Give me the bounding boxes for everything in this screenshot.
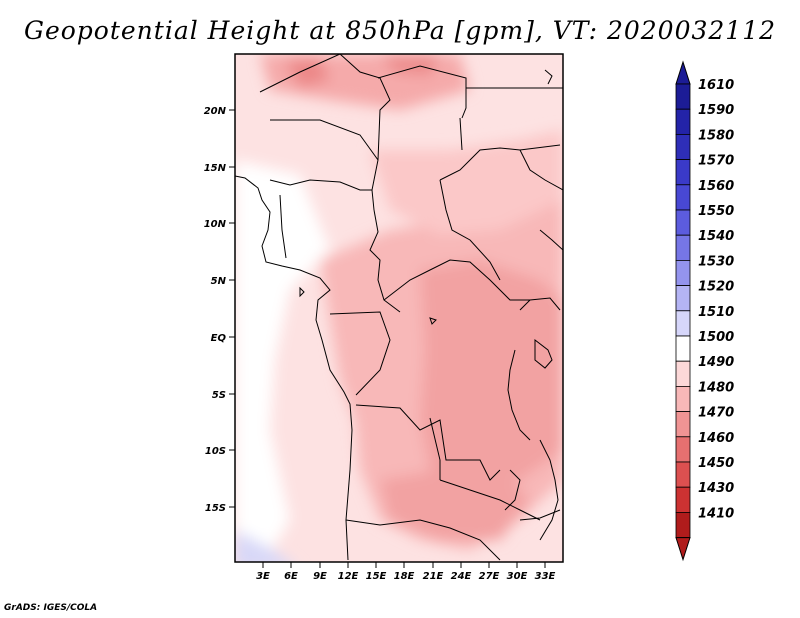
colorbar-swatch (675, 486, 691, 513)
colorbar-label: 1430 (698, 481, 734, 496)
latitude-labels: 20N 15N 10N 5N EQ 5S 10S 15S (204, 106, 227, 514)
colorbar-label: 1410 (698, 506, 734, 521)
lon-label: 21E (423, 571, 444, 582)
colorbar-swatch (675, 108, 691, 135)
colorbar-label: 1460 (698, 431, 734, 446)
lon-label: 18E (394, 571, 415, 582)
colorbar-label: 1500 (698, 330, 734, 345)
colorbar-label: 1490 (698, 355, 734, 370)
colorbar-swatch (675, 310, 691, 337)
grads-credit: GrADS: IGES/COLA (4, 603, 98, 613)
colorbar-label: 1580 (698, 128, 734, 143)
lon-label: 9E (313, 571, 327, 582)
colorbar-swatch (675, 234, 691, 261)
colorbar-label: 1510 (698, 305, 734, 320)
longitude-labels: 3E 6E 9E 12E 15E 18E 21E 24E 27E 30E 33E (256, 571, 555, 582)
colorbar-swatch (675, 385, 691, 412)
height-field (235, 54, 563, 562)
colorbar-swatch (675, 259, 691, 286)
colorbar-swatch (675, 512, 691, 539)
colorbar-swatch (675, 436, 691, 463)
colorbar-swatch (675, 285, 691, 312)
lat-label: 15S (205, 503, 226, 514)
lon-label: 15E (366, 571, 387, 582)
colorbar-swatch (675, 133, 691, 160)
colorbar-label: 1450 (698, 456, 734, 471)
lat-label: 5N (211, 276, 227, 287)
lon-label: 3E (256, 571, 270, 582)
axis-ticks (229, 109, 546, 568)
colorbar-label: 1560 (698, 179, 734, 194)
lon-label: 6E (284, 571, 298, 582)
lat-label: EQ (211, 333, 227, 344)
colorbar-label: 1470 (698, 406, 734, 421)
colorbar-label: 1480 (698, 380, 734, 395)
colorbar-label: 1570 (698, 154, 734, 169)
lon-label: 33E (535, 571, 556, 582)
map-frame (234, 53, 564, 563)
colorbar-swatch (675, 461, 691, 488)
colorbar-label: 1520 (698, 280, 734, 295)
colorbar-label: 1530 (698, 254, 734, 269)
colorbar-swatch (675, 411, 691, 438)
colorbar-swatch (675, 159, 691, 186)
lon-label: 30E (507, 571, 528, 582)
lon-label: 27E (479, 571, 500, 582)
colorbar-swatch (675, 360, 691, 387)
lat-label: 10S (205, 446, 226, 457)
lat-label: 5S (212, 390, 226, 401)
colorbar-label: 1590 (698, 103, 734, 118)
colorbar-swatch (675, 184, 691, 211)
colorbar-swatch (675, 83, 691, 110)
lat-label: 10N (204, 219, 227, 230)
colorbar-arrow-bottom (675, 537, 691, 562)
colorbar-swatch (675, 209, 691, 236)
colorbar-label: 1540 (698, 229, 734, 244)
country-borders (235, 54, 563, 561)
lat-label: 15N (204, 163, 227, 174)
lon-label: 24E (451, 571, 472, 582)
chart-title: Geopotential Height at 850hPa [gpm], VT:… (23, 16, 777, 45)
lon-label: 12E (338, 571, 359, 582)
colorbar-label: 1610 (698, 78, 734, 93)
colorbar-swatch (675, 335, 691, 362)
colorbar: 1610 1590 1580 1570 1560 1550 1540 1530 1520 1510… (675, 60, 734, 562)
lat-label: 20N (204, 106, 227, 117)
colorbar-label: 1550 (698, 204, 734, 219)
colorbar-arrow-top (675, 60, 691, 85)
